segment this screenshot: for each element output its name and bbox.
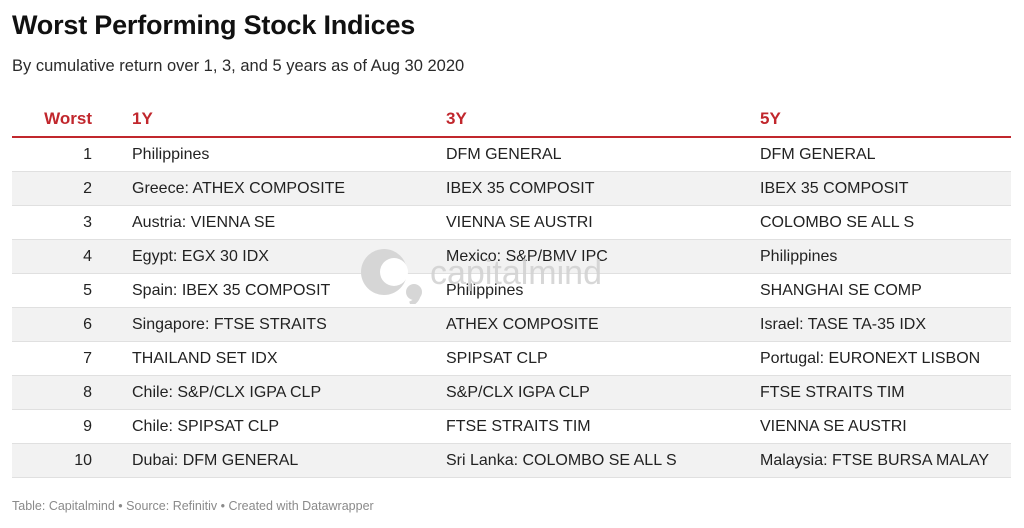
cell-5y: Israel: TASE TA-35 IDX xyxy=(760,316,926,333)
cell-1y: Spain: IBEX 35 COMPOSIT xyxy=(132,282,331,299)
cell-3y: DFM GENERAL xyxy=(446,146,562,163)
cell-rank: 10 xyxy=(74,452,92,469)
cell-1y: Philippines xyxy=(132,146,210,163)
cell-rank: 9 xyxy=(83,418,92,435)
table-row: 1 Philippines DFM GENERAL DFM GENERAL xyxy=(12,138,1011,172)
table-row: 8 Chile: S&P/CLX IGPA CLP S&P/CLX IGPA CLP… xyxy=(12,376,1011,410)
cell-rank: 4 xyxy=(83,248,92,265)
cell-1y: Chile: S&P/CLX IGPA CLP xyxy=(132,384,322,401)
cell-3y: Sri Lanka: COLOMBO SE ALL S xyxy=(446,452,677,469)
cell-rank: 2 xyxy=(83,180,92,197)
data-table: Worst 1Y 3Y 5Y 1 Philippines DFM GENERAL DF… xyxy=(12,102,1011,478)
cell-3y: IBEX 35 COMPOSIT xyxy=(446,180,595,197)
column-header-5y: 5Y xyxy=(760,109,781,128)
cell-3y: SPIPSAT CLP xyxy=(446,350,548,367)
cell-3y: VIENNA SE AUSTRI xyxy=(446,214,593,231)
cell-1y: Chile: SPIPSAT CLP xyxy=(132,418,280,435)
column-header-1y: 1Y xyxy=(132,109,153,128)
chart-subtitle: By cumulative return over 1, 3, and 5 ye… xyxy=(12,57,465,75)
column-header-worst: Worst xyxy=(44,109,92,128)
table-body: 1 Philippines DFM GENERAL DFM GENERAL 2 Greec… xyxy=(12,138,1011,478)
cell-3y: Philippines xyxy=(446,282,524,299)
cell-5y: IBEX 35 COMPOSIT xyxy=(760,180,909,197)
cell-1y: Greece: ATHEX COMPOSITE xyxy=(132,180,346,197)
cell-rank: 3 xyxy=(83,214,92,231)
cell-5y: FTSE STRAITS TIM xyxy=(760,384,905,401)
cell-3y: S&P/CLX IGPA CLP xyxy=(446,384,590,401)
cell-rank: 6 xyxy=(83,316,92,333)
cell-1y: Dubai: DFM GENERAL xyxy=(132,452,299,469)
cell-3y: Mexico: S&P/BMV IPC xyxy=(446,248,608,265)
cell-1y: Egypt: EGX 30 IDX xyxy=(132,248,269,265)
cell-1y: THAILAND SET IDX xyxy=(132,350,278,367)
table-row: 7 THAILAND SET IDX SPIPSAT CLP Portugal: EU… xyxy=(12,342,1011,376)
table-row: 3 Austria: VIENNA SE VIENNA SE AUSTRI COLOM… xyxy=(12,206,1011,240)
table-header: Worst 1Y 3Y 5Y xyxy=(12,102,1011,138)
column-header-3y: 3Y xyxy=(446,109,467,128)
cell-5y: COLOMBO SE ALL S xyxy=(760,214,915,231)
cell-rank: 1 xyxy=(83,146,92,163)
cell-1y: Austria: VIENNA SE xyxy=(132,214,276,231)
cell-3y: FTSE STRAITS TIM xyxy=(446,418,591,435)
cell-rank: 7 xyxy=(83,350,92,367)
cell-5y: VIENNA SE AUSTRI xyxy=(760,418,907,435)
table-row: 6 Singapore: FTSE STRAITS ATHEX COMPOSITE I… xyxy=(12,308,1011,342)
table-row: 4 Egypt: EGX 30 IDX Mexico: S&P/BMV IPC Phi… xyxy=(12,240,1011,274)
table-row: 9 Chile: SPIPSAT CLP FTSE STRAITS TIM VIENN… xyxy=(12,410,1011,444)
cell-rank: 5 xyxy=(83,282,92,299)
cell-5y: Malaysia: FTSE BURSA MALAY xyxy=(760,452,990,469)
table-row: 10 Dubai: DFM GENERAL Sri Lanka: COLOMBO S… xyxy=(12,444,1011,478)
cell-3y: ATHEX COMPOSITE xyxy=(446,316,599,333)
table-row: 5 Spain: IBEX 35 COMPOSIT Philippines SHANG… xyxy=(12,274,1011,308)
cell-5y: DFM GENERAL xyxy=(760,146,876,163)
cell-5y: Philippines xyxy=(760,248,838,265)
cell-5y: SHANGHAI SE COMP xyxy=(760,282,922,299)
cell-1y: Singapore: FTSE STRAITS xyxy=(132,316,327,333)
footer-credits: Table: Capitalmind • Source: Refinitiv •… xyxy=(12,499,374,513)
cell-rank: 8 xyxy=(83,384,92,401)
cell-5y: Portugal: EURONEXT LISBON xyxy=(760,350,981,367)
table-row: 2 Greece: ATHEX COMPOSITE IBEX 35 COMPOSIT… xyxy=(12,172,1011,206)
chart-title: Worst Performing Stock Indices xyxy=(12,10,416,40)
